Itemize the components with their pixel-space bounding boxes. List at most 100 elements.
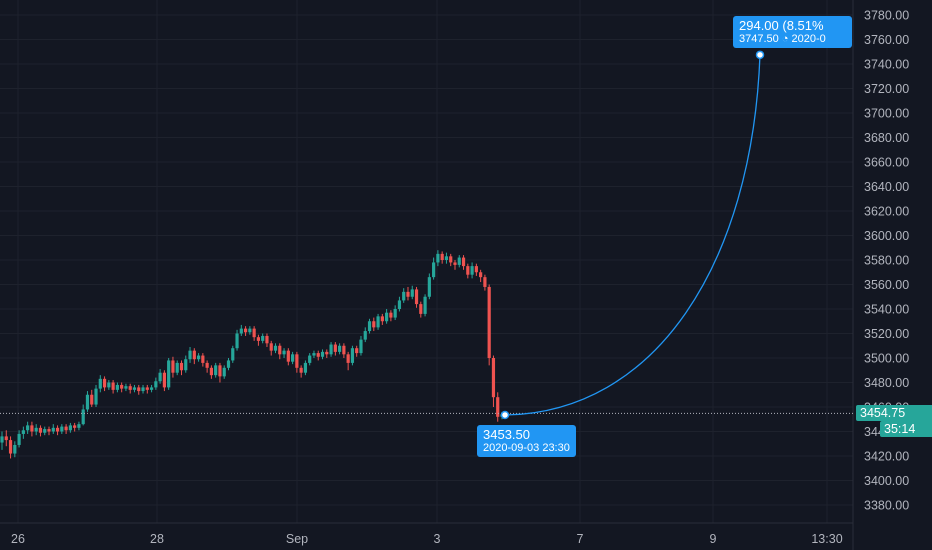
candlestick-series xyxy=(0,250,504,459)
candle-body xyxy=(470,266,474,275)
candle-body xyxy=(402,291,406,301)
candle xyxy=(436,250,440,267)
candle-body xyxy=(449,256,453,263)
candle xyxy=(397,296,402,312)
candle xyxy=(81,404,85,426)
candle-body xyxy=(205,362,209,368)
candle-body xyxy=(299,367,303,373)
candle-body xyxy=(466,266,470,275)
candle-body xyxy=(479,272,483,278)
candle xyxy=(483,274,487,291)
current-price-value: 3454.75 xyxy=(860,406,906,420)
candle xyxy=(209,365,214,379)
candle xyxy=(145,384,149,394)
candle xyxy=(158,369,162,384)
candle-body xyxy=(491,358,496,398)
countdown-value: 35:14 xyxy=(884,422,916,436)
start-time: 2020-09-03 23:30 xyxy=(483,442,570,454)
candle-body xyxy=(120,384,124,389)
candle-body xyxy=(333,344,337,352)
candle-body xyxy=(256,337,261,341)
candle xyxy=(252,326,256,341)
candle xyxy=(265,333,269,347)
time-tick-label: 26 xyxy=(11,532,25,546)
path-end-marker[interactable] xyxy=(755,50,765,60)
candle xyxy=(188,346,192,363)
candle-body xyxy=(312,353,316,356)
candle-body xyxy=(393,309,397,318)
candle xyxy=(226,358,231,371)
candle xyxy=(47,426,51,436)
candle xyxy=(167,358,171,390)
price-tick-label: 3560.00 xyxy=(864,278,909,292)
candle-body xyxy=(218,365,222,377)
candle xyxy=(410,285,414,300)
candle xyxy=(239,324,243,336)
candle-body xyxy=(90,394,94,405)
candle xyxy=(290,351,295,365)
candle-body xyxy=(461,257,466,267)
candle-body xyxy=(359,339,363,354)
candle xyxy=(55,425,60,436)
price-tick-label: 3420.00 xyxy=(864,450,909,464)
candle-body xyxy=(26,425,30,431)
candle xyxy=(329,342,333,357)
candle xyxy=(90,389,94,407)
candle xyxy=(432,257,436,280)
candle xyxy=(491,355,496,407)
price-axis[interactable]: 3780.00 3760.00 3740.00 3720.00 3700.00 3680.… xyxy=(864,9,909,513)
candle xyxy=(175,360,179,376)
projection-path[interactable] xyxy=(504,54,761,416)
candle xyxy=(73,422,77,432)
price-tick-label: 3540.00 xyxy=(864,303,909,317)
candle-body xyxy=(303,362,308,373)
candle-body xyxy=(320,351,325,357)
candle-body xyxy=(184,359,188,371)
time-axis[interactable]: 26 28 Sep 3 7 9 13:30 xyxy=(11,532,843,546)
candle-body xyxy=(243,328,248,333)
candle-body xyxy=(265,335,269,344)
candle-body xyxy=(179,362,184,371)
candle xyxy=(453,260,457,270)
candle xyxy=(179,360,184,376)
candle xyxy=(273,343,278,354)
candle xyxy=(111,380,115,394)
candle-body xyxy=(8,440,13,454)
candle-body xyxy=(376,316,380,328)
candle xyxy=(427,273,431,300)
time-tick-label: 7 xyxy=(577,532,584,546)
price-tick-label: 3600.00 xyxy=(864,229,909,243)
candle xyxy=(393,305,397,321)
candle xyxy=(470,262,474,279)
candle xyxy=(350,345,355,366)
candle-body xyxy=(81,409,85,425)
candle-body xyxy=(222,367,226,377)
candle-body xyxy=(85,394,90,410)
candle-body xyxy=(34,427,38,432)
price-tick-label: 3500.00 xyxy=(864,352,909,366)
candle-body xyxy=(269,343,273,351)
candle xyxy=(137,384,141,395)
candle-body xyxy=(440,253,444,260)
path-start-marker[interactable] xyxy=(500,410,510,420)
candle xyxy=(363,327,367,343)
candle xyxy=(295,351,299,373)
candle xyxy=(196,353,201,362)
candle-body xyxy=(188,350,192,360)
candle-body xyxy=(38,427,43,433)
candle-body xyxy=(51,427,55,432)
price-tick-label: 3720.00 xyxy=(864,82,909,96)
candle xyxy=(376,313,380,330)
candle-body xyxy=(372,321,376,328)
candle-body xyxy=(385,312,389,322)
candle-body xyxy=(325,351,329,355)
candle xyxy=(444,252,449,264)
candle-body xyxy=(132,387,137,390)
candle-body xyxy=(137,387,141,392)
candle xyxy=(102,376,107,392)
candle-body xyxy=(0,436,4,443)
candle-body xyxy=(436,253,440,263)
candle-body xyxy=(145,387,149,390)
candle xyxy=(380,313,384,325)
